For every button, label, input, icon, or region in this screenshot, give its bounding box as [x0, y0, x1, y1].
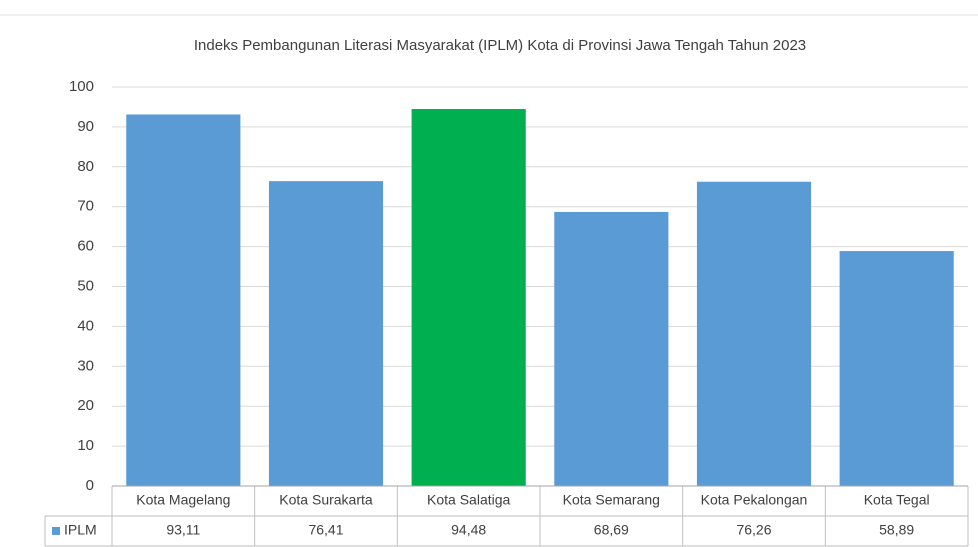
y-tick-label: 100 [69, 78, 94, 95]
data-label: 58,89 [879, 522, 914, 538]
data-label: 94,48 [451, 522, 486, 538]
x-tick-label: Kota Salatiga [427, 492, 510, 508]
bar [696, 181, 812, 486]
bar [268, 181, 384, 487]
y-tick-label: 90 [77, 118, 94, 135]
bar [411, 109, 526, 486]
x-tick-label: Kota Tegal [864, 492, 930, 508]
bar [839, 251, 954, 486]
data-label: 93,11 [166, 522, 200, 538]
x-tick-label: Kota Surakarta [279, 492, 373, 508]
y-tick-label: 40 [77, 317, 94, 334]
y-tick-label: 60 [77, 238, 94, 255]
bar [554, 211, 669, 487]
data-label: 68,69 [594, 522, 629, 538]
x-tick-label: Kota Magelang [136, 492, 230, 508]
x-tick-label: Kota Semarang [563, 492, 660, 508]
chart-title: Indeks Pembangunan Literasi Masyarakat (… [194, 37, 806, 54]
y-tick-label: 10 [77, 437, 94, 454]
y-tick-label: 70 [77, 198, 94, 215]
y-tick-label: 30 [77, 357, 94, 374]
y-tick-label: 50 [77, 277, 94, 294]
data-label: 76,41 [308, 522, 343, 538]
legend-swatch [52, 527, 60, 535]
y-tick-label: 0 [86, 477, 94, 494]
y-tick-label: 20 [77, 397, 94, 414]
x-tick-label: Kota Pekalongan [701, 492, 808, 508]
bar [126, 114, 241, 487]
y-tick-label: 80 [77, 158, 94, 175]
legend-label: IPLM [64, 522, 97, 538]
data-label: 76,26 [736, 522, 771, 538]
